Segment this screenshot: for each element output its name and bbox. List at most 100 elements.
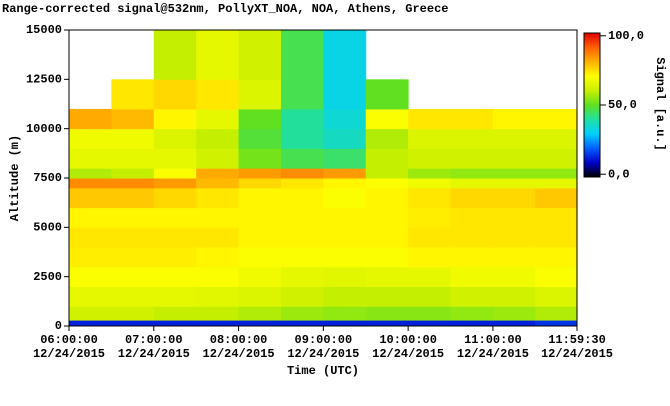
- heatmap-cell: [196, 30, 240, 80]
- heatmap-cell: [153, 266, 197, 288]
- heatmap-cell: [535, 207, 578, 228]
- y-tick-label: 7500: [33, 171, 62, 185]
- heatmap-cell: [69, 227, 112, 248]
- heatmap-cell: [69, 266, 112, 288]
- heatmap-cell: [280, 227, 324, 248]
- heatmap-cell: [111, 108, 155, 130]
- y-axis-title: Altitude (m): [8, 135, 22, 221]
- x-tick-label: 09:00:00: [295, 333, 353, 347]
- heatmap-cell: [323, 286, 367, 307]
- heatmap-cell: [196, 108, 240, 130]
- heatmap-cell: [492, 108, 536, 130]
- heatmap-cell: [238, 286, 282, 307]
- heatmap-cell: [196, 266, 240, 288]
- heatmap-cell: [111, 266, 155, 288]
- heatmap-cell: [450, 168, 494, 179]
- heatmap-cell: [535, 266, 578, 288]
- heatmap-cell: [69, 148, 112, 169]
- heatmap-cell: [280, 207, 324, 228]
- heatmap-cell: [408, 306, 452, 321]
- heatmap-cell: [408, 178, 452, 189]
- heatmap-cell: [153, 108, 197, 130]
- heatmap-cell: [196, 148, 240, 169]
- heatmap-cell: [365, 286, 409, 307]
- heatmap-cell: [196, 207, 240, 228]
- heatmap-cell: [365, 178, 409, 189]
- heatmap-cell: [69, 207, 112, 228]
- heatmap-cell: [450, 306, 494, 321]
- heatmap-cell: [535, 247, 578, 268]
- heatmap-cell: [535, 187, 578, 209]
- heatmap-cell: [535, 168, 578, 179]
- heatmap-cell: [238, 227, 282, 248]
- heatmap-cell: [111, 207, 155, 228]
- heatmap-cell: [408, 168, 452, 179]
- heatmap-cell: [111, 178, 155, 189]
- colorbar-tick-label: 0,0: [608, 167, 630, 181]
- colorbar: [583, 32, 601, 178]
- heatmap-cell: [323, 168, 367, 179]
- heatmap-cell: [492, 168, 536, 179]
- heatmap-cell: [111, 168, 155, 179]
- heatmap-cell: [280, 108, 324, 130]
- heatmap-cell: [196, 227, 240, 248]
- heatmap-cell: [280, 178, 324, 189]
- heatmap-cell: [238, 128, 282, 149]
- heatmap-cell: [535, 286, 578, 307]
- heatmap-cell: [492, 128, 536, 149]
- heatmap-cell: [365, 148, 409, 169]
- heatmap-cell: [69, 247, 112, 268]
- heatmap-cell: [111, 320, 155, 327]
- heatmap-cell: [535, 108, 578, 130]
- heatmap-cell: [323, 128, 367, 149]
- heatmap-cell: [492, 207, 536, 228]
- heatmap-cell: [408, 227, 452, 248]
- heatmap-cell: [365, 168, 409, 179]
- heatmap-cell: [69, 178, 112, 189]
- x-tick-date: 12/24/2015: [33, 347, 105, 361]
- x-tick-date: 12/24/2015: [118, 347, 190, 361]
- heatmap-cell: [535, 227, 578, 248]
- y-tick-label: 5000: [33, 221, 62, 235]
- heatmap-cell: [323, 247, 367, 268]
- heatmap-cell: [492, 266, 536, 288]
- heatmap-cell: [153, 187, 197, 209]
- heatmap-cell: [323, 320, 367, 327]
- heatmap-cell: [535, 128, 578, 149]
- heatmap-cell: [365, 306, 409, 321]
- y-tick-label: 12500: [26, 73, 62, 87]
- heatmap-cell: [365, 266, 409, 288]
- heatmap-cell: [238, 178, 282, 189]
- heatmap-cell: [408, 266, 452, 288]
- heatmap-cell: [196, 247, 240, 268]
- heatmap-cell: [408, 148, 452, 169]
- heatmap-cell: [238, 79, 282, 110]
- heatmap-cell: [153, 148, 197, 169]
- heatmap-cell: [196, 79, 240, 110]
- heatmap-cell: [450, 227, 494, 248]
- x-tick-date: 12/24/2015: [287, 347, 359, 361]
- y-tick-label: 15000: [26, 23, 62, 37]
- heatmap-cell: [323, 79, 367, 110]
- heatmap-cell: [450, 286, 494, 307]
- heatmap-cell: [408, 320, 452, 327]
- heatmap-cell: [196, 178, 240, 189]
- heatmap-cell: [280, 187, 324, 209]
- heatmap-cell: [69, 168, 112, 179]
- heatmap-cell: [280, 306, 324, 321]
- heatmap-cell: [153, 128, 197, 149]
- heatmap-cell: [196, 168, 240, 179]
- heatmap-cell: [238, 108, 282, 130]
- heatmap-cell: [492, 306, 536, 321]
- heatmap-cell: [111, 306, 155, 321]
- heatmap-cell: [153, 79, 197, 110]
- heatmap-cell: [450, 266, 494, 288]
- heatmap-cell: [492, 286, 536, 307]
- x-tick-date: 12/24/2015: [541, 347, 613, 361]
- heatmap-cell: [280, 266, 324, 288]
- heatmap-cell: [450, 187, 494, 209]
- heatmap-cell: [450, 178, 494, 189]
- heatmap-cell: [280, 286, 324, 307]
- x-tick-date: 12/24/2015: [203, 347, 275, 361]
